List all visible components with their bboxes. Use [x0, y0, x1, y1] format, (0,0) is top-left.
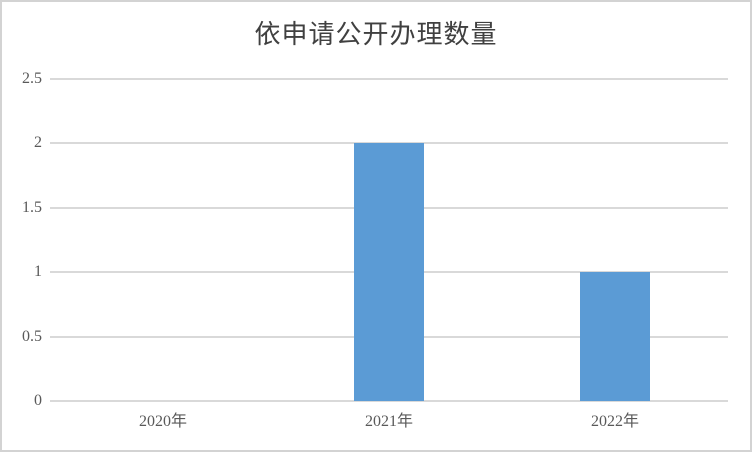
y-axis-tick-label: 0 — [34, 392, 42, 409]
x-axis-tick-label: 2022年 — [590, 413, 639, 430]
y-axis-tick-label: 2.5 — [22, 70, 42, 87]
plot-area — [50, 78, 728, 402]
y-axis-tick-label: 1.5 — [22, 198, 42, 216]
x-axis-tick-label: 2021年 — [364, 413, 413, 430]
y-axis-tick-label: 2 — [34, 134, 42, 152]
y-axis-tick-label: 1 — [34, 263, 42, 281]
bar-2022年 — [580, 272, 650, 401]
chart-title: 依申请公开办理数量 — [254, 20, 498, 49]
gridline-y-2 — [50, 142, 728, 145]
y-axis-tick-label: 0.5 — [22, 327, 42, 345]
gridline-y-2.5 — [50, 78, 728, 80]
gridline-y-0 — [50, 400, 728, 402]
bar-2021年 — [354, 143, 424, 401]
x-axis-tick-label: 2020年 — [138, 413, 187, 430]
